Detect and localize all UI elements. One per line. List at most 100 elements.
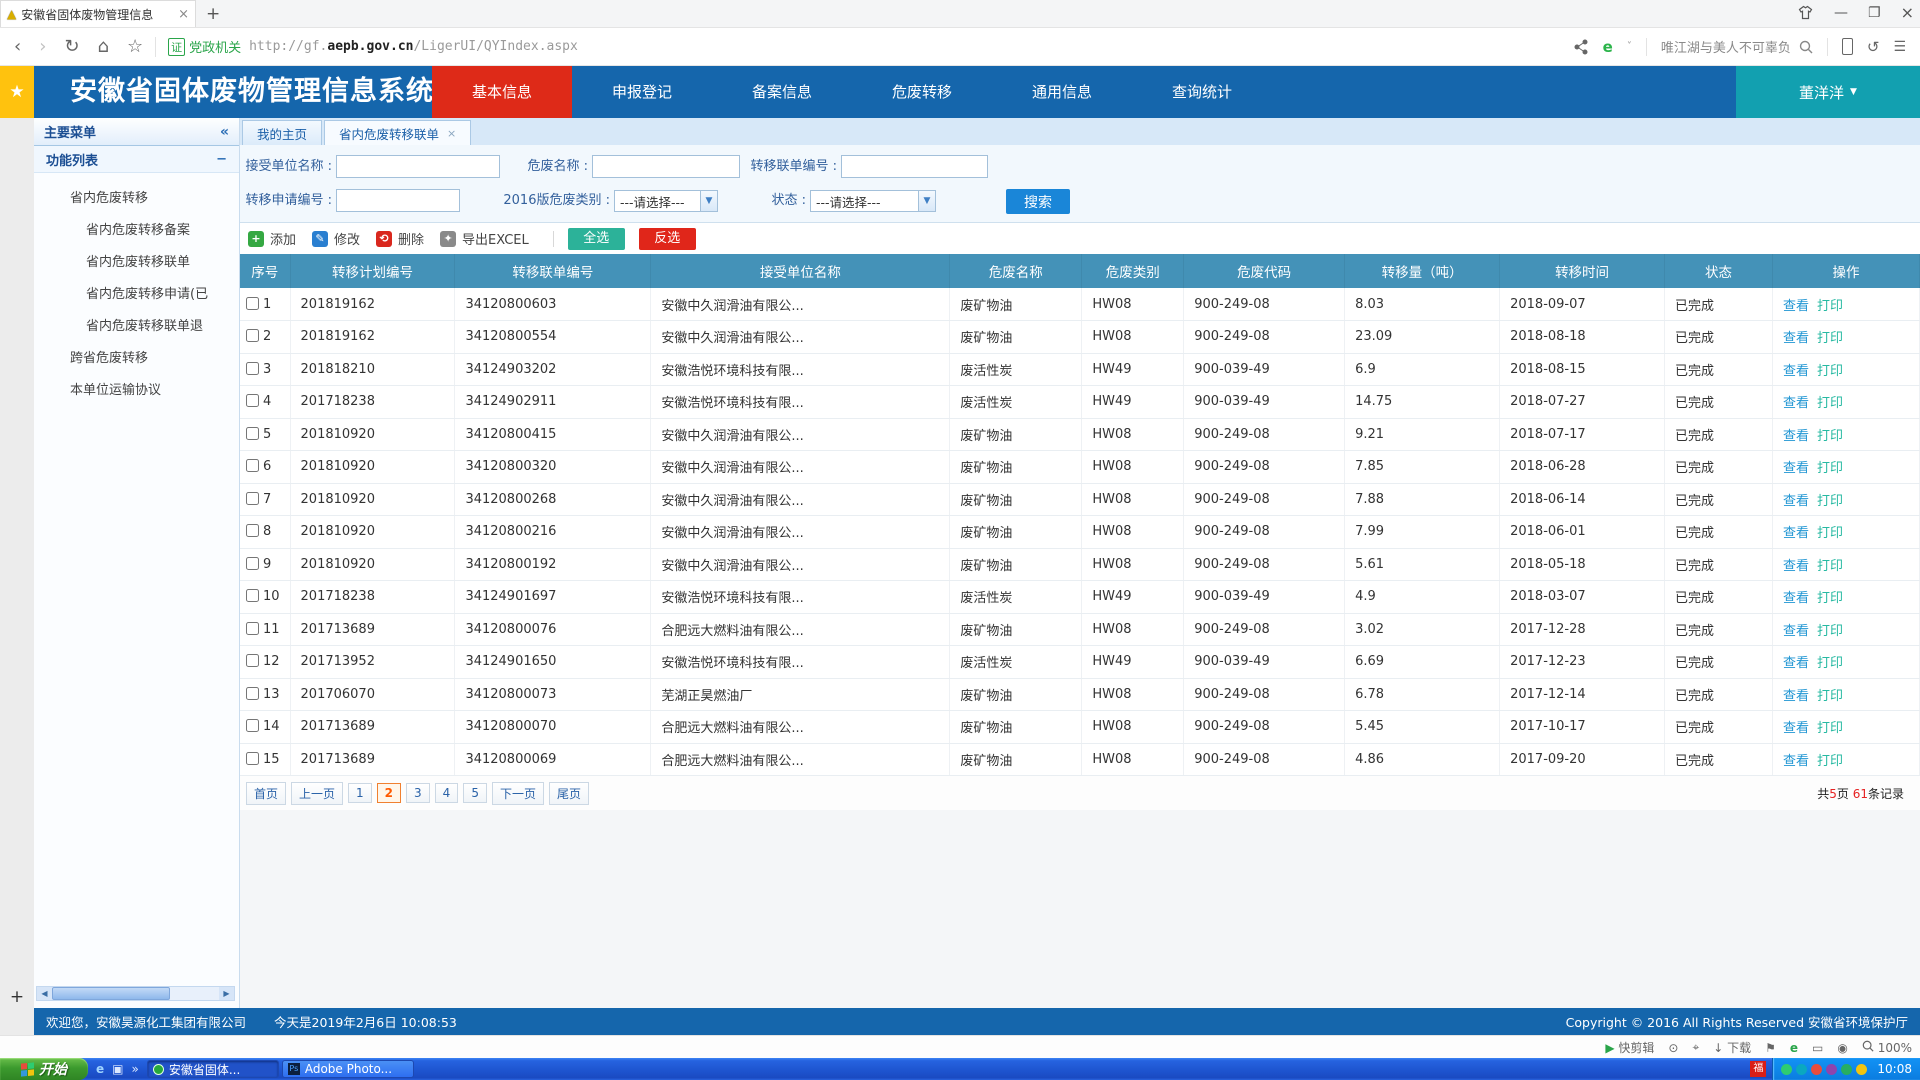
start-button[interactable]: 开始 <box>0 1058 88 1080</box>
print-link[interactable]: 打印 <box>1817 656 1844 672</box>
page-button[interactable]: 下一页 <box>491 781 544 805</box>
new-tab-button[interactable]: + <box>206 4 221 24</box>
row-checkbox[interactable] <box>246 686 259 700</box>
print-link[interactable]: 打印 <box>1817 558 1844 574</box>
waste-name-input[interactable] <box>592 155 740 178</box>
print-link[interactable]: 打印 <box>1817 298 1844 314</box>
favorites-star-icon[interactable]: ★ <box>0 66 34 118</box>
table-row[interactable]: 13 201706070 34120800073 芜湖正昊燃油厂 废矿物油 HW08 900… <box>240 678 1920 711</box>
view-link[interactable]: 查看 <box>1782 526 1809 542</box>
view-link[interactable]: 查看 <box>1782 298 1809 314</box>
user-menu[interactable]: 董洋洋 ▼ <box>1736 66 1920 118</box>
undo-icon[interactable]: ↺ <box>1866 37 1880 56</box>
print-link[interactable]: 打印 <box>1817 493 1844 509</box>
print-link[interactable]: 打印 <box>1817 331 1844 347</box>
page-button[interactable]: 尾页 <box>548 781 589 805</box>
row-checkbox[interactable] <box>246 654 259 668</box>
download-button[interactable]: ↓ 下载 <box>1713 1041 1752 1055</box>
table-row[interactable]: 1 201819162 34120800603 安徽中久润滑油有限公... 废矿物油 HW… <box>240 288 1920 321</box>
print-link[interactable]: 打印 <box>1817 396 1844 412</box>
nav-item[interactable]: 危废转移 <box>891 83 952 101</box>
content-tab[interactable]: 省内危废转移联单 × <box>324 120 472 145</box>
page-button[interactable]: 1 <box>348 783 372 803</box>
view-link[interactable]: 查看 <box>1782 753 1809 769</box>
table-row[interactable]: 15 201713689 34120800069 合肥远大燃料油有限公... 废矿物油 H… <box>240 743 1920 776</box>
page-button[interactable]: 2 <box>376 783 402 803</box>
window-icon[interactable]: ▭ <box>1812 1040 1824 1055</box>
row-checkbox[interactable] <box>246 329 259 343</box>
function-list-header[interactable]: 功能列表 − <box>34 146 239 173</box>
phone-icon[interactable] <box>1841 38 1853 55</box>
favorite-star-icon[interactable]: ☆ <box>126 36 144 57</box>
receiver-name-input[interactable] <box>336 155 500 178</box>
view-link[interactable]: 查看 <box>1782 623 1809 639</box>
capture-icon[interactable]: ⊙ <box>1668 1040 1679 1055</box>
view-link[interactable]: 查看 <box>1782 721 1809 737</box>
print-link[interactable]: 打印 <box>1817 721 1844 737</box>
row-checkbox[interactable] <box>246 751 259 765</box>
status-select[interactable]: ---请选择--- ▼ <box>810 190 936 212</box>
print-link[interactable]: 打印 <box>1817 526 1844 542</box>
row-checkbox[interactable] <box>246 524 259 538</box>
export-excel-button[interactable]: 导出EXCEL <box>462 233 529 248</box>
taskbar-task[interactable]: Ps Adobe Photo... <box>281 1060 414 1078</box>
tray-icon[interactable] <box>1826 1063 1838 1075</box>
page-button[interactable]: 5 <box>463 783 487 803</box>
quick-clip-button[interactable]: ▶ 快剪辑 <box>1605 1041 1655 1055</box>
page-button[interactable]: 首页 <box>246 781 287 805</box>
select-all-button[interactable]: 全选 <box>567 227 625 250</box>
collapse-section-icon[interactable]: − <box>216 151 227 167</box>
menu-icon[interactable]: ☰ <box>1893 38 1906 55</box>
print-link[interactable]: 打印 <box>1817 461 1844 477</box>
table-row[interactable]: 5 201810920 34120800415 安徽中久润滑油有限公... 废矿物油 HW… <box>240 418 1920 451</box>
collapse-sidebar-icon[interactable]: « <box>219 123 229 140</box>
sidebar-item[interactable]: 省内危废转移 <box>70 191 149 206</box>
quick-launch-window-icon[interactable]: ▣ <box>112 1062 124 1076</box>
row-checkbox[interactable] <box>246 719 259 733</box>
refresh-icon[interactable]: ↻ <box>64 36 80 57</box>
ie-icon[interactable]: e <box>1789 1040 1799 1055</box>
table-row[interactable]: 7 201810920 34120800268 安徽中久润滑油有限公... 废矿物油 HW… <box>240 483 1920 516</box>
search-icon[interactable] <box>1799 40 1813 54</box>
sidebar-item[interactable]: 省内危废转移联单 <box>86 255 191 270</box>
tray-icon[interactable] <box>1796 1063 1808 1075</box>
strip-add-icon[interactable]: + <box>9 987 25 1007</box>
nav-item[interactable]: 基本信息 <box>432 66 572 118</box>
table-row[interactable]: 4 201718238 34124902911 安徽浩悦环境科技有限... 废活性炭 HW… <box>240 385 1920 419</box>
minimize-button[interactable]: — <box>1834 4 1849 21</box>
row-checkbox[interactable] <box>246 556 259 570</box>
ie-mode-icon[interactable]: e <box>1602 37 1613 56</box>
view-link[interactable]: 查看 <box>1782 396 1809 412</box>
row-checkbox[interactable] <box>246 361 259 375</box>
nav-item[interactable]: 通用信息 <box>1031 83 1092 101</box>
zoom-control[interactable]: 100% <box>1862 1040 1912 1055</box>
edit-button[interactable]: 修改 <box>334 233 361 248</box>
share-icon[interactable] <box>1573 39 1589 55</box>
delete-icon[interactable]: ⟲ <box>376 230 393 247</box>
view-link[interactable]: 查看 <box>1782 331 1809 347</box>
table-row[interactable]: 11 201713689 34120800076 合肥远大燃料油有限公... 废矿物油 H… <box>240 613 1920 646</box>
table-row[interactable]: 10 201718238 34124901697 安徽浩悦环境科技有限... 废活性炭 H… <box>240 580 1920 614</box>
view-link[interactable]: 查看 <box>1782 428 1809 444</box>
forward-icon[interactable]: › <box>39 36 47 57</box>
export-icon[interactable]: ✦ <box>440 230 457 247</box>
add-button[interactable]: 添加 <box>270 233 297 248</box>
quick-launch-ie-icon[interactable]: e <box>96 1062 105 1076</box>
back-icon[interactable]: ‹ <box>14 36 22 57</box>
view-link[interactable]: 查看 <box>1782 493 1809 509</box>
page-button[interactable]: 上一页 <box>291 781 344 805</box>
tray-icon[interactable] <box>1841 1063 1853 1075</box>
page-button[interactable]: 3 <box>406 783 430 803</box>
table-row[interactable]: 9 201810920 34120800192 安徽中久润滑油有限公... 废矿物油 HW… <box>240 548 1920 581</box>
pin-icon[interactable]: ⌖ <box>1692 1040 1700 1054</box>
view-link[interactable]: 查看 <box>1782 363 1809 379</box>
flag-icon[interactable]: ⚑ <box>1765 1040 1776 1055</box>
print-link[interactable]: 打印 <box>1817 591 1844 607</box>
browser-search-box[interactable]: 唯江湖与美人不可辜负 <box>1661 37 1813 56</box>
manifest-no-input[interactable] <box>841 155 988 178</box>
view-link[interactable]: 查看 <box>1782 461 1809 477</box>
row-checkbox[interactable] <box>246 491 259 505</box>
table-row[interactable]: 14 201713689 34120800070 合肥远大燃料油有限公... 废矿物油 H… <box>240 710 1920 744</box>
search-button[interactable]: 搜索 <box>1006 189 1070 214</box>
row-checkbox[interactable] <box>246 394 259 408</box>
